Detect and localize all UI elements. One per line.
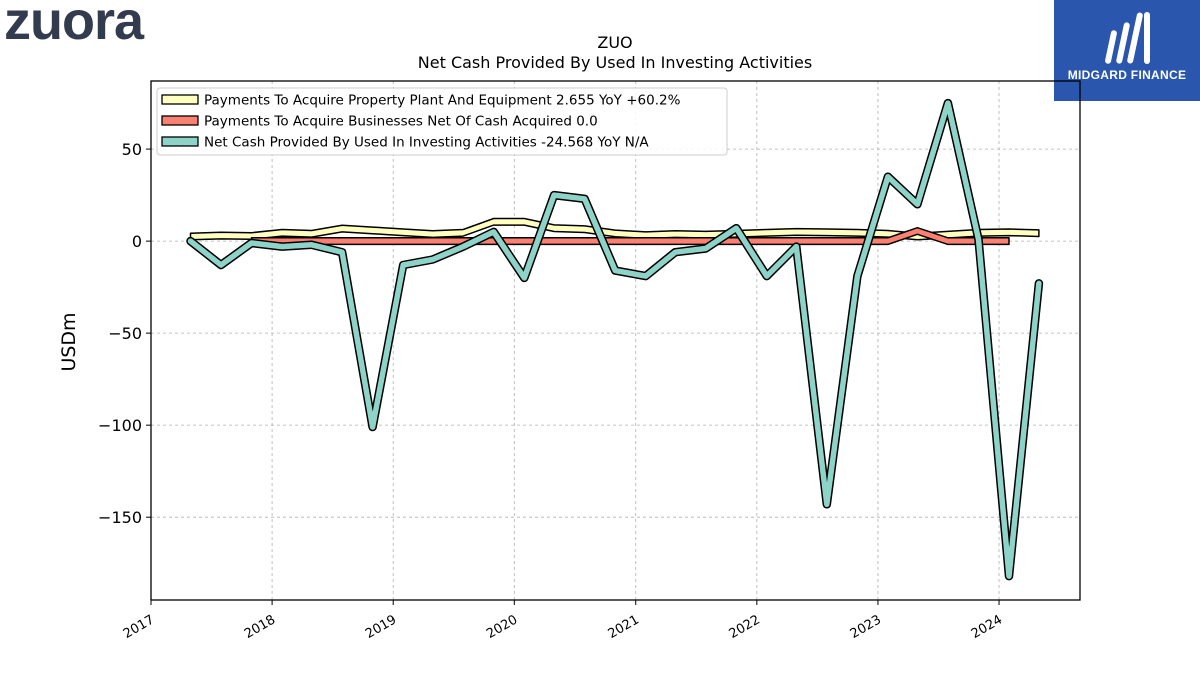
- legend: Payments To Acquire Property Plant And E…: [156, 87, 728, 156]
- legend-swatch: [161, 136, 199, 147]
- chart-subtitle: Net Cash Provided By Used In Investing A…: [418, 53, 812, 72]
- x-tick-label: 2020: [484, 612, 520, 642]
- x-tick-label: 2018: [242, 612, 278, 642]
- legend-label: Net Cash Provided By Used In Investing A…: [204, 135, 649, 151]
- x-tick-label: 2017: [121, 612, 157, 642]
- legend-label: Payments To Acquire Property Plant And E…: [204, 93, 681, 109]
- legend-label: Payments To Acquire Businesses Net Of Ca…: [204, 114, 598, 130]
- series-group: [250, 226, 1010, 246]
- series-group: [189, 217, 1040, 241]
- series-group: [186, 98, 1044, 581]
- y-tick-label: −150: [98, 508, 142, 527]
- y-tick-label: −50: [108, 324, 142, 343]
- y-tick-label: 50: [122, 140, 142, 159]
- plot-frame: [150, 80, 1081, 601]
- grid-layer: [150, 81, 1080, 600]
- series-band: [250, 226, 1010, 246]
- legend-swatch: [161, 115, 199, 126]
- y-tick-label: −100: [98, 416, 142, 435]
- y-axis-label: USDm: [58, 312, 80, 371]
- series-layer: [186, 98, 1044, 581]
- x-tick-label: 2024: [969, 612, 1005, 642]
- legend-box: [156, 87, 728, 156]
- midgard-finance-logo: MIDGARD FINANCE: [1054, 0, 1200, 101]
- series-band: [189, 217, 1040, 241]
- legend-swatch: [161, 94, 199, 105]
- series-line-outline: [186, 98, 1044, 581]
- zuora-logo: zuora: [4, 0, 144, 51]
- chart-title: ZUO: [597, 33, 632, 52]
- axis-layer: 2017 2018 2019 2020 2021 2022 2023 2024 50 0 −50 −1…: [98, 140, 1005, 642]
- midgard-logo-text: MIDGARD FINANCE: [1067, 68, 1187, 82]
- x-tick-label: 2023: [848, 612, 884, 642]
- series-line: [187, 100, 1042, 579]
- y-tick-label: 0: [132, 232, 142, 251]
- x-tick-label: 2022: [727, 612, 763, 642]
- x-tick-label: 2019: [363, 612, 399, 642]
- x-tick-label: 2021: [606, 612, 642, 642]
- midgard-logo-mark-icon: [1105, 12, 1150, 64]
